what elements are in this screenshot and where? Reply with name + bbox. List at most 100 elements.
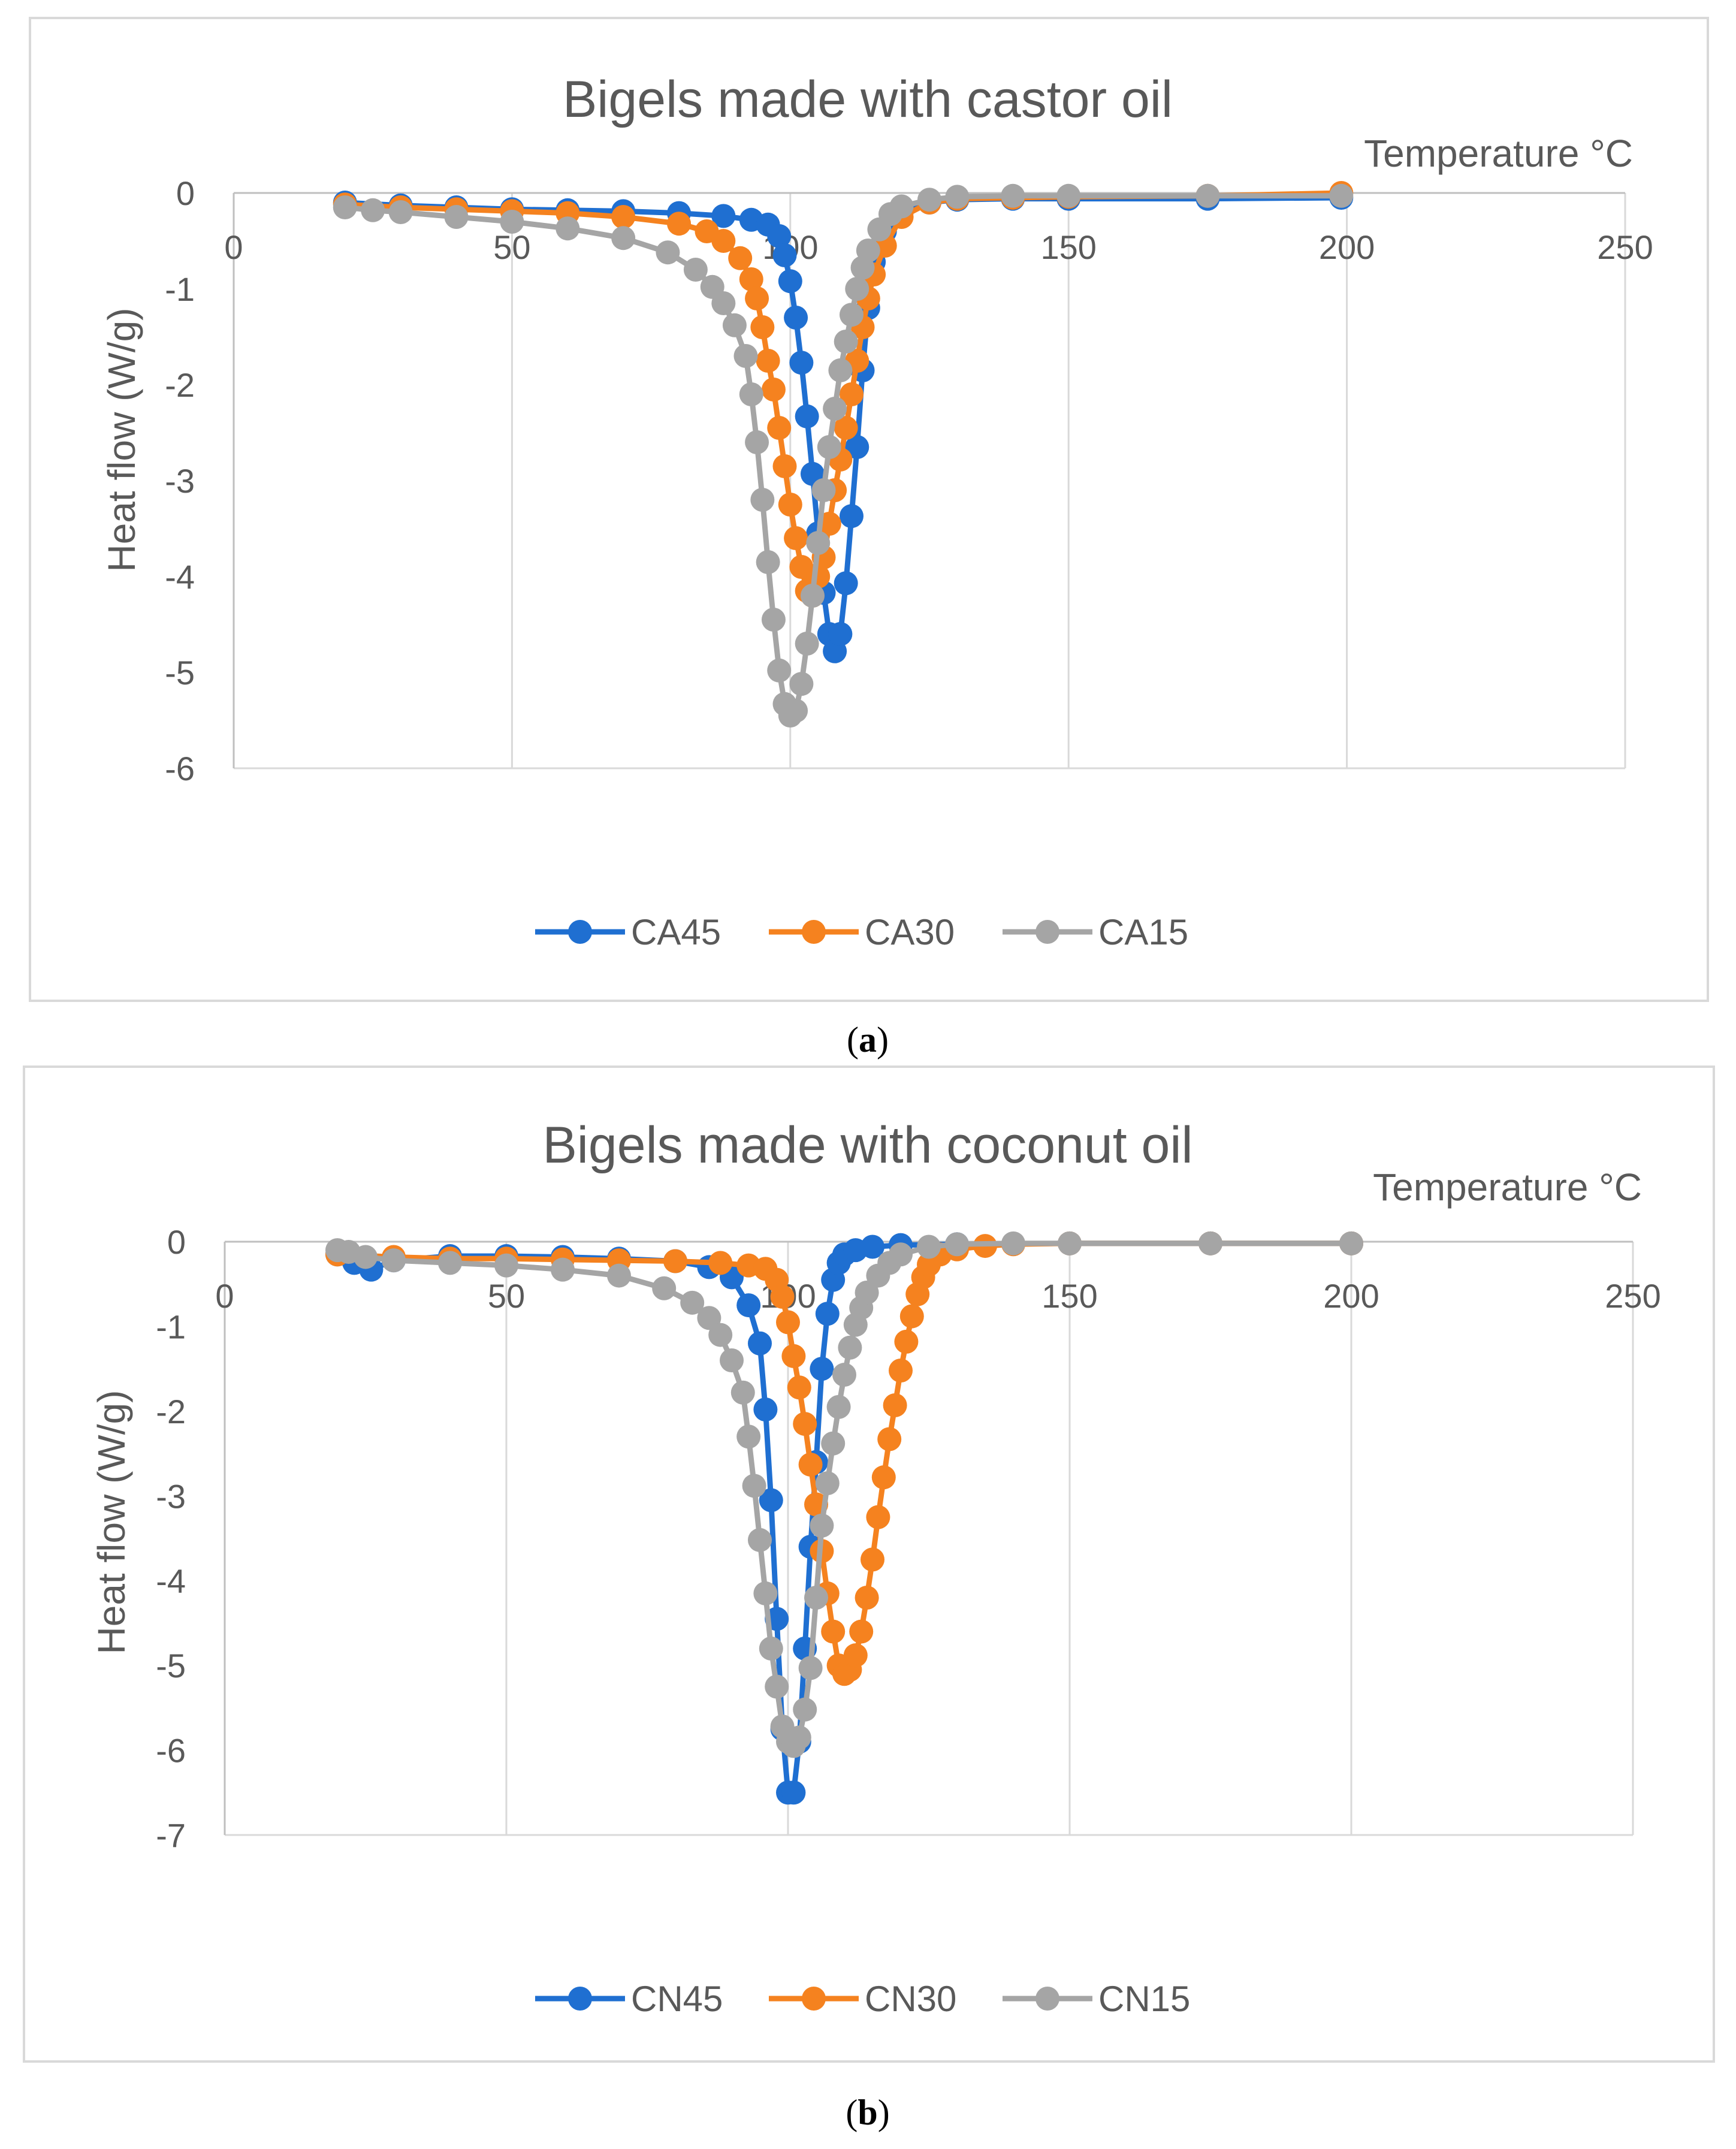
y-tick-label: -6	[165, 750, 195, 787]
y-tick-label: -7	[156, 1816, 186, 1854]
data-point	[795, 632, 819, 656]
data-point	[945, 185, 970, 209]
data-point	[555, 216, 580, 241]
data-point	[839, 303, 864, 327]
data-point	[839, 382, 864, 406]
legend-marker	[802, 1987, 826, 2011]
data-point	[770, 1284, 795, 1309]
legend-marker	[1035, 1987, 1059, 2011]
caption-a: (a)	[847, 1020, 889, 1060]
data-point	[1198, 1231, 1222, 1255]
data-point	[784, 699, 808, 723]
data-point	[1001, 183, 1025, 208]
data-point	[861, 1235, 884, 1259]
data-point	[711, 229, 736, 253]
grid-lines	[225, 1242, 1634, 1836]
legend-item-CN30: CN30	[769, 1979, 956, 2019]
caption-letter: b	[858, 2093, 877, 2132]
data-point	[843, 1643, 868, 1668]
data-point	[756, 550, 780, 574]
x-tick-label: 250	[1597, 228, 1653, 266]
data-point	[611, 205, 636, 229]
data-point	[784, 526, 808, 550]
data-point	[730, 1380, 755, 1405]
data-point	[821, 1431, 846, 1456]
data-point	[784, 306, 808, 330]
data-point	[753, 1398, 778, 1422]
data-point	[889, 1358, 913, 1383]
data-point	[804, 1586, 828, 1610]
data-point	[736, 1424, 761, 1449]
data-point	[793, 1412, 817, 1436]
x-axis-title: Temperature °C	[1364, 132, 1633, 175]
series-layer	[333, 181, 1354, 728]
data-point	[889, 1242, 913, 1267]
data-point	[500, 210, 524, 234]
legend-marker	[568, 1987, 592, 2011]
data-point	[708, 1323, 733, 1347]
data-point	[745, 286, 769, 310]
chart-panel-castor: Bigels made with castor oil Temperature …	[29, 17, 1709, 1060]
data-point	[1001, 1231, 1025, 1255]
data-point	[748, 1528, 772, 1552]
data-point	[761, 608, 786, 632]
y-tick-label: -4	[165, 558, 195, 596]
data-point	[767, 416, 792, 440]
data-point	[765, 1674, 789, 1699]
data-point	[855, 1586, 879, 1610]
data-point	[733, 344, 758, 368]
data-point	[1195, 183, 1220, 208]
y-tick-label: -2	[165, 366, 195, 404]
legend-label: CN45	[631, 1979, 723, 2019]
data-point	[800, 584, 825, 608]
legend-label: CA15	[1098, 912, 1188, 952]
data-point	[789, 351, 814, 375]
data-point	[793, 1697, 817, 1722]
data-point	[781, 1780, 806, 1805]
y-axis-title: Heat flow (W/g)	[90, 1390, 133, 1655]
legend-marker	[802, 920, 826, 944]
data-point	[826, 1395, 851, 1419]
data-point	[889, 194, 914, 219]
y-tick-label: -4	[156, 1562, 186, 1600]
data-point	[821, 1619, 846, 1644]
data-point	[883, 1393, 907, 1417]
series-CN15	[325, 1231, 1363, 1758]
axes: 0501001502002500-1-2-3-4-5-6	[165, 174, 1653, 787]
legend-item-CN45: CN45	[535, 1979, 723, 2019]
data-point	[354, 1245, 378, 1269]
data-point	[494, 1253, 518, 1278]
data-point	[845, 435, 869, 459]
data-point	[333, 195, 357, 219]
caption-b: (b)	[846, 2093, 889, 2132]
chart-panel-coconut: Bigels made with coconut oil Temperature…	[23, 1066, 1715, 2132]
y-tick-label: -3	[156, 1477, 186, 1515]
data-point	[611, 226, 636, 250]
data-point	[607, 1263, 631, 1288]
data-point	[778, 269, 802, 294]
data-point	[739, 382, 763, 406]
y-tick-label: -3	[165, 462, 195, 500]
data-point	[917, 188, 941, 212]
data-point	[871, 1465, 896, 1490]
data-point	[828, 622, 853, 646]
y-tick-label: 0	[167, 1223, 186, 1261]
data-point	[444, 205, 469, 229]
data-point	[899, 1304, 924, 1329]
data-point	[753, 1581, 778, 1605]
data-point	[834, 416, 858, 440]
x-tick-label: 200	[1323, 1277, 1379, 1315]
data-point	[728, 246, 753, 270]
series-CA15	[333, 183, 1354, 728]
data-point	[811, 478, 836, 502]
y-tick-label: -5	[156, 1647, 186, 1685]
caption-letter: a	[859, 1020, 877, 1060]
data-point	[736, 1293, 761, 1318]
data-point	[856, 239, 880, 262]
y-axis-title: Heat flow (W/g)	[100, 308, 143, 572]
legend: CN45 CN30 CN15	[535, 1979, 1190, 2019]
data-point	[663, 1249, 687, 1273]
chart-title: Bigels made with coconut oil	[542, 1116, 1192, 1174]
data-point	[798, 1452, 823, 1477]
legend-item-CA45: CA45	[535, 912, 721, 952]
